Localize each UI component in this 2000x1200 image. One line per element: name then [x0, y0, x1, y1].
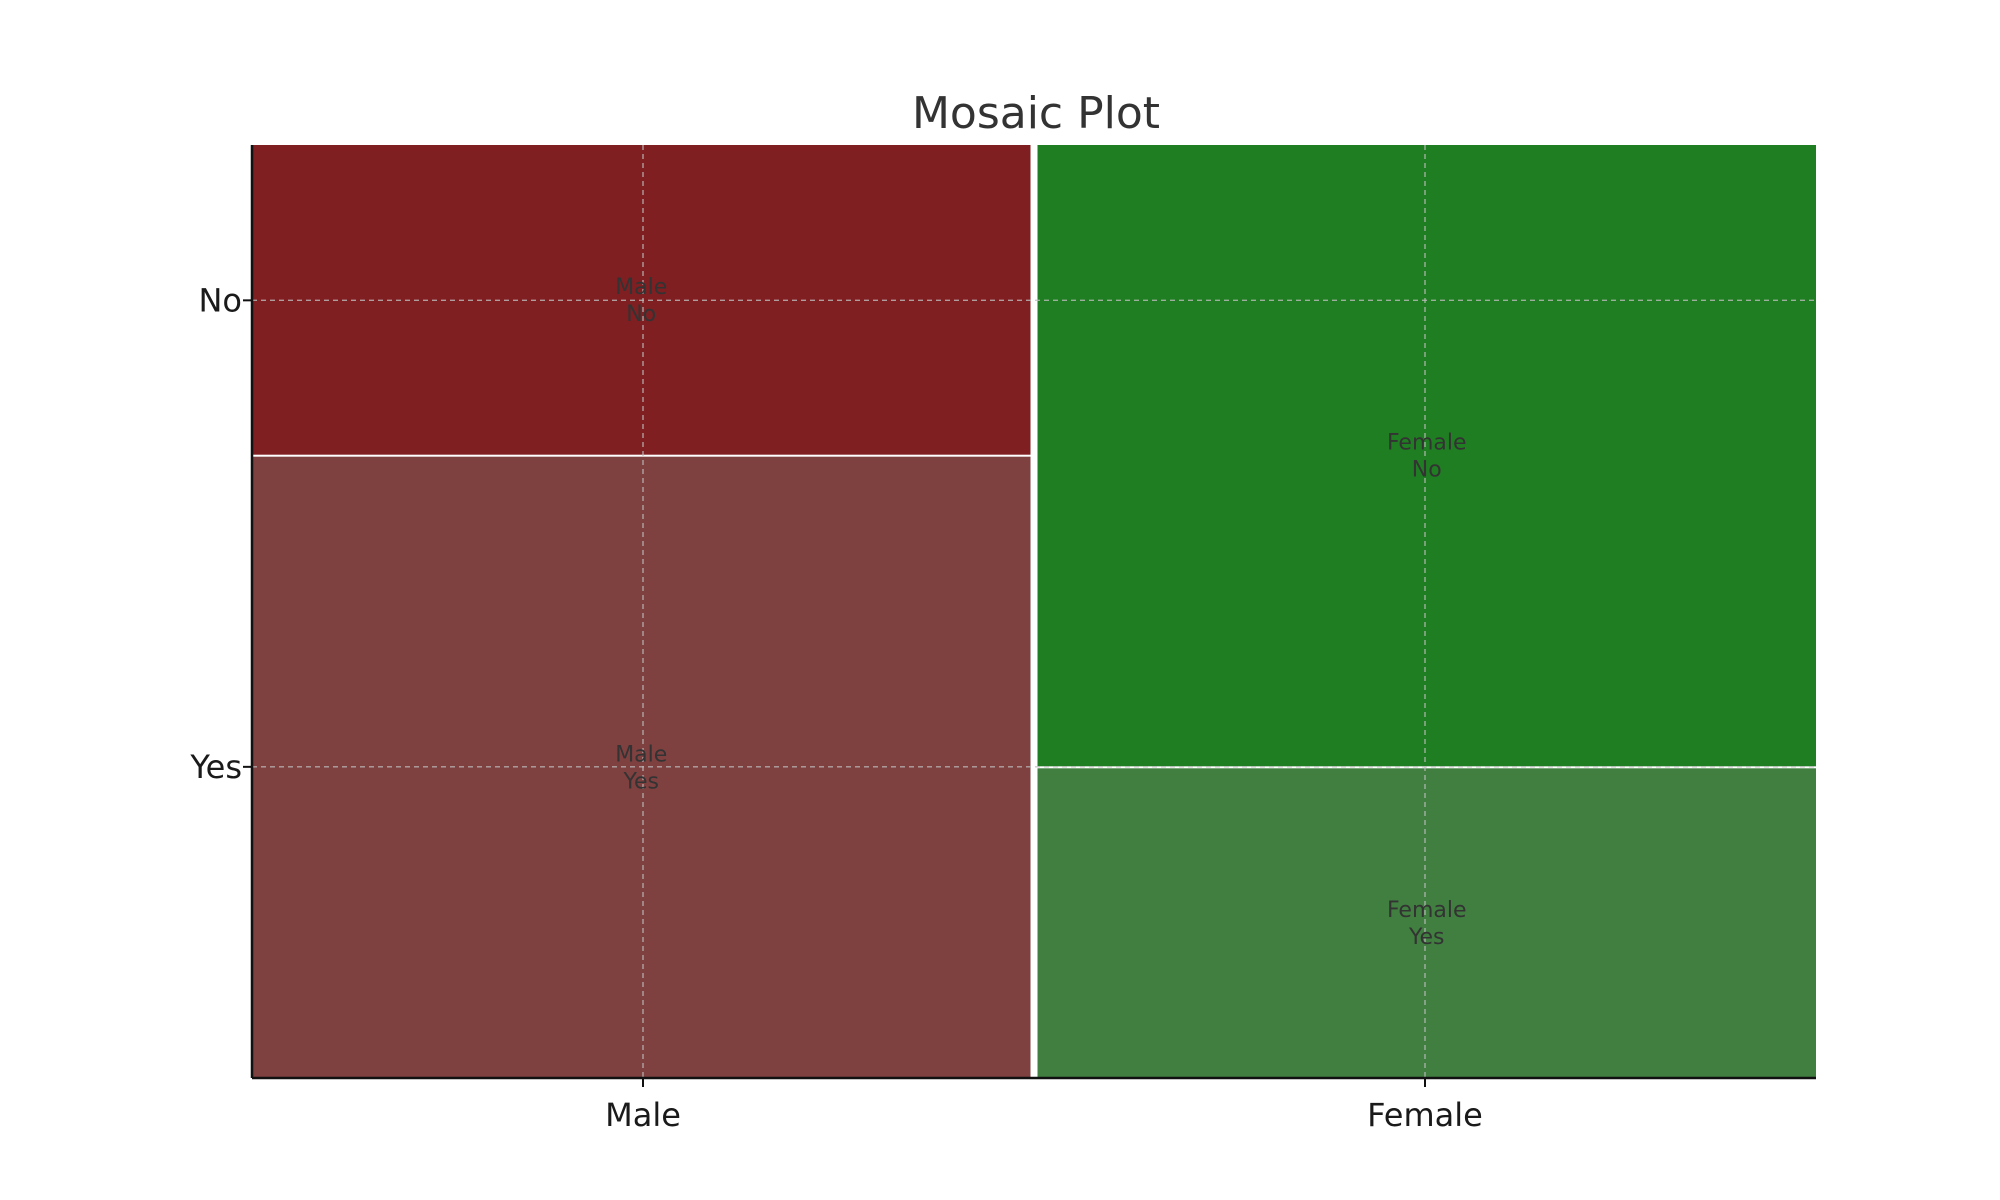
mosaic-cell-female-yes	[1037, 768, 1816, 1078]
chart-title: Mosaic Plot	[912, 88, 1160, 139]
cell-label-male-yes: Male Yes	[615, 742, 667, 794]
grid-lines	[252, 145, 1816, 1078]
mosaic-cells	[252, 145, 1816, 1079]
cell-label-male-no: Male No	[615, 275, 667, 327]
cell-label-female-no: Female No	[1387, 431, 1467, 483]
x-tick-label-male: Male	[605, 1096, 681, 1134]
cell-label-female-yes: Female Yes	[1387, 898, 1467, 950]
cell-labels: Male No Male Yes Female No Female Yes	[615, 275, 1466, 950]
y-tick-label-yes: Yes	[189, 748, 242, 786]
mosaic-cell-female-no	[1037, 145, 1816, 767]
x-tick-label-female: Female	[1367, 1096, 1483, 1134]
y-tick-label-no: No	[198, 281, 242, 319]
